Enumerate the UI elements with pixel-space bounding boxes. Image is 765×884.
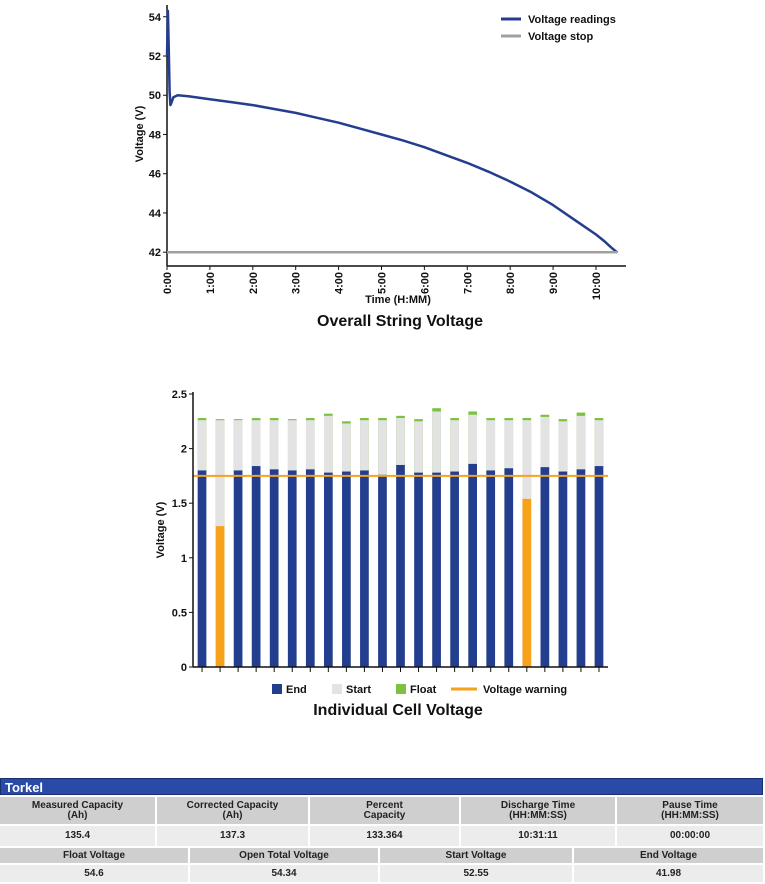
y-tick-label: 0	[181, 662, 187, 674]
y-tick-label: 50	[149, 90, 161, 102]
value-start-voltage: 52.55	[380, 865, 572, 882]
legend-swatch	[332, 684, 342, 694]
end-bar	[504, 468, 514, 667]
legend-label: Float	[410, 684, 437, 696]
end-bar	[233, 470, 243, 667]
y-tick-label: 52	[149, 51, 161, 63]
value-discharge-time: 10:31:11	[461, 826, 615, 846]
end-bar	[342, 471, 351, 667]
legend-label: End	[286, 684, 307, 696]
end-bar	[396, 464, 405, 667]
x-tick-label: 1:00	[205, 272, 217, 294]
end-bar	[414, 472, 423, 667]
y-tick-label: 46	[149, 169, 161, 181]
legend-swatch	[272, 684, 282, 694]
y-tick-label: 0.5	[172, 607, 187, 619]
end-bar	[287, 470, 297, 667]
chart-title: Individual Cell Voltage	[313, 702, 483, 719]
x-tick-label: 6:00	[419, 272, 431, 294]
y-tick-label: 44	[149, 208, 162, 220]
chart-title: Overall String Voltage	[317, 313, 483, 330]
end-bar	[468, 463, 478, 667]
header-start-voltage: Start Voltage	[380, 848, 572, 863]
end-bar	[432, 472, 441, 667]
header-discharge-time: Discharge Time (HH:MM:SS)	[461, 797, 615, 824]
x-tick-label: 10:00	[591, 272, 603, 300]
series-line-voltage-readings	[165, 9, 619, 254]
header-percent-capacity: Percent Capacity	[310, 797, 459, 824]
value-corrected-capacity: 137.3	[157, 826, 308, 846]
y-tick-label: 48	[149, 129, 161, 141]
y-tick-label: 54	[149, 12, 162, 24]
end-bar	[450, 471, 459, 667]
y-tick-label: 1	[181, 553, 187, 565]
header-end-voltage: End Voltage	[574, 848, 763, 863]
x-tick-label: 7:00	[462, 272, 474, 294]
legend-label: Voltage stop	[528, 31, 593, 43]
end-bar	[594, 466, 604, 667]
cell-voltage-chart: 0 0.5 1 1.5 2 2.5 Voltage (V) End Start Float Volt…	[155, 389, 608, 719]
end-bar	[540, 467, 550, 667]
x-tick-label: 5:00	[376, 272, 388, 294]
string-voltage-chart: 42 44 46 48 50 52 54 0:00 1:00 2:00 3:00 4:00 5:00 6:…	[134, 5, 626, 330]
end-bar	[576, 469, 586, 667]
value-open-total-voltage: 54.34	[190, 865, 378, 882]
end-bar	[269, 469, 279, 667]
x-tick-label: 3:00	[291, 272, 303, 294]
value-pause-time: 00:00:00	[617, 826, 763, 846]
table-title: Torkel	[0, 778, 763, 795]
x-axis-title: Time (H:MM)	[365, 294, 431, 306]
y-tick-label: 2.5	[172, 389, 187, 401]
end-bar	[378, 474, 387, 667]
header-measured-capacity: Measured Capacity (Ah)	[0, 797, 155, 824]
results-table: Torkel Measured Capacity (Ah) Corrected …	[0, 778, 765, 884]
end-bar	[197, 470, 207, 667]
end-bar	[305, 469, 315, 667]
end-bar	[486, 470, 496, 667]
end-bar	[215, 526, 225, 667]
end-bar	[323, 472, 333, 667]
legend-label: Voltage readings	[528, 14, 616, 26]
header-pause-time: Pause Time (HH:MM:SS)	[617, 797, 763, 824]
header-float-voltage: Float Voltage	[0, 848, 188, 863]
x-tick-label: 4:00	[334, 272, 346, 294]
end-bar	[522, 498, 532, 667]
legend-label: Voltage warning	[483, 684, 567, 696]
end-bar	[251, 466, 261, 667]
legend-label: Start	[346, 684, 371, 696]
y-axis-title: Voltage (V)	[155, 501, 167, 558]
value-end-voltage: 41.98	[574, 865, 763, 882]
end-bar	[558, 471, 568, 667]
legend-swatch	[396, 684, 406, 694]
header-open-total-voltage: Open Total Voltage	[190, 848, 378, 863]
end-bar	[360, 470, 369, 667]
value-float-voltage: 54.6	[0, 865, 188, 882]
y-tick-label: 42	[149, 247, 161, 259]
y-tick-label: 1.5	[172, 498, 187, 510]
value-measured-capacity: 135.4	[0, 826, 155, 846]
x-tick-label: 8:00	[505, 272, 517, 294]
y-tick-label: 2	[181, 444, 187, 456]
x-tick-label: 2:00	[248, 272, 260, 294]
x-tick-label: 9:00	[548, 272, 560, 294]
value-percent-capacity: 133.364	[310, 826, 459, 846]
y-axis-title: Voltage (V)	[134, 105, 146, 162]
x-tick-label: 0:00	[162, 272, 174, 294]
header-corrected-capacity: Corrected Capacity (Ah)	[157, 797, 308, 824]
